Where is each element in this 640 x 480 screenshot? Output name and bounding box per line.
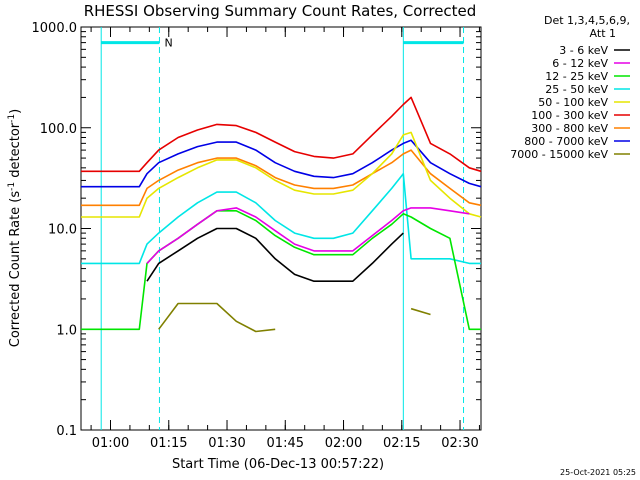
legend-label: 12 - 25 keV [545,70,608,83]
y-axis-label-superscript-2: -1 [7,114,17,123]
x-tick-label: 01:30 [208,436,245,451]
series-line [81,139,482,188]
x-tick-label: 01:00 [92,436,129,451]
y-axis-label: Corrected Count Rate (s-1 detector-1) [7,109,23,347]
y-axis-label-superscript-1: -1 [7,182,17,191]
x-tick-label: 01:15 [150,436,187,451]
plot-area: N [80,26,482,431]
legend-label: 7000 - 15000 keV [510,148,608,161]
y-axis-label-main: Corrected Count Rate (s [8,191,23,348]
series-line [81,172,481,265]
chart-title: RHESSI Observing Summary Count Rates, Co… [84,2,477,20]
legend-header-line-2: Att 1 [590,27,616,40]
legend-label: 100 - 300 keV [531,109,608,122]
top-annotation-label: N [164,37,172,50]
series-line [146,207,470,264]
timestamp: 25-Oct-2021 05:25 [560,468,636,477]
legend-label: 800 - 7000 keV [524,135,608,148]
y-axis-label-end: ) [8,109,23,114]
series-line [81,131,482,218]
legend-label: 50 - 100 keV [538,96,608,109]
x-tick-label: 02:30 [441,436,478,451]
x-tick-label: 02:15 [383,436,420,451]
series-line [158,302,431,333]
y-tick-label: 10.0 [48,223,77,238]
x-axis-label: Start Time (06-Dec-13 00:57:22) [172,457,384,472]
y-tick-label: 1000.0 [32,21,78,36]
legend-label: 3 - 6 keV [559,44,608,57]
series-line [81,149,482,207]
y-axis-label-middle: detector [8,122,23,182]
y-tick-label: 100.0 [40,122,77,137]
legend-label: 300 - 800 keV [531,122,608,135]
legend-label: 25 - 50 keV [545,83,608,96]
y-tick-label: 1.0 [56,323,77,338]
svg-text:Corrected Count Rate (s-1 dete: Corrected Count Rate (s-1 detector-1) [7,109,23,347]
series-line [81,96,482,173]
legend-header-line-1: Det 1,3,4,5,6,9, [544,14,630,27]
y-tick-label: 0.1 [56,424,77,439]
x-tick-label: 02:00 [325,436,362,451]
legend-label: 6 - 12 keV [552,57,608,70]
x-tick-label: 01:45 [267,436,304,451]
series-line [146,227,404,282]
